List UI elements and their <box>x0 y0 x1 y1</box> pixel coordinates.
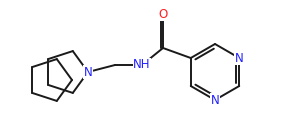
Text: NH: NH <box>133 58 151 72</box>
Text: O: O <box>158 8 168 20</box>
Text: N: N <box>235 51 244 65</box>
Text: N: N <box>211 93 219 107</box>
Text: N: N <box>83 65 92 79</box>
